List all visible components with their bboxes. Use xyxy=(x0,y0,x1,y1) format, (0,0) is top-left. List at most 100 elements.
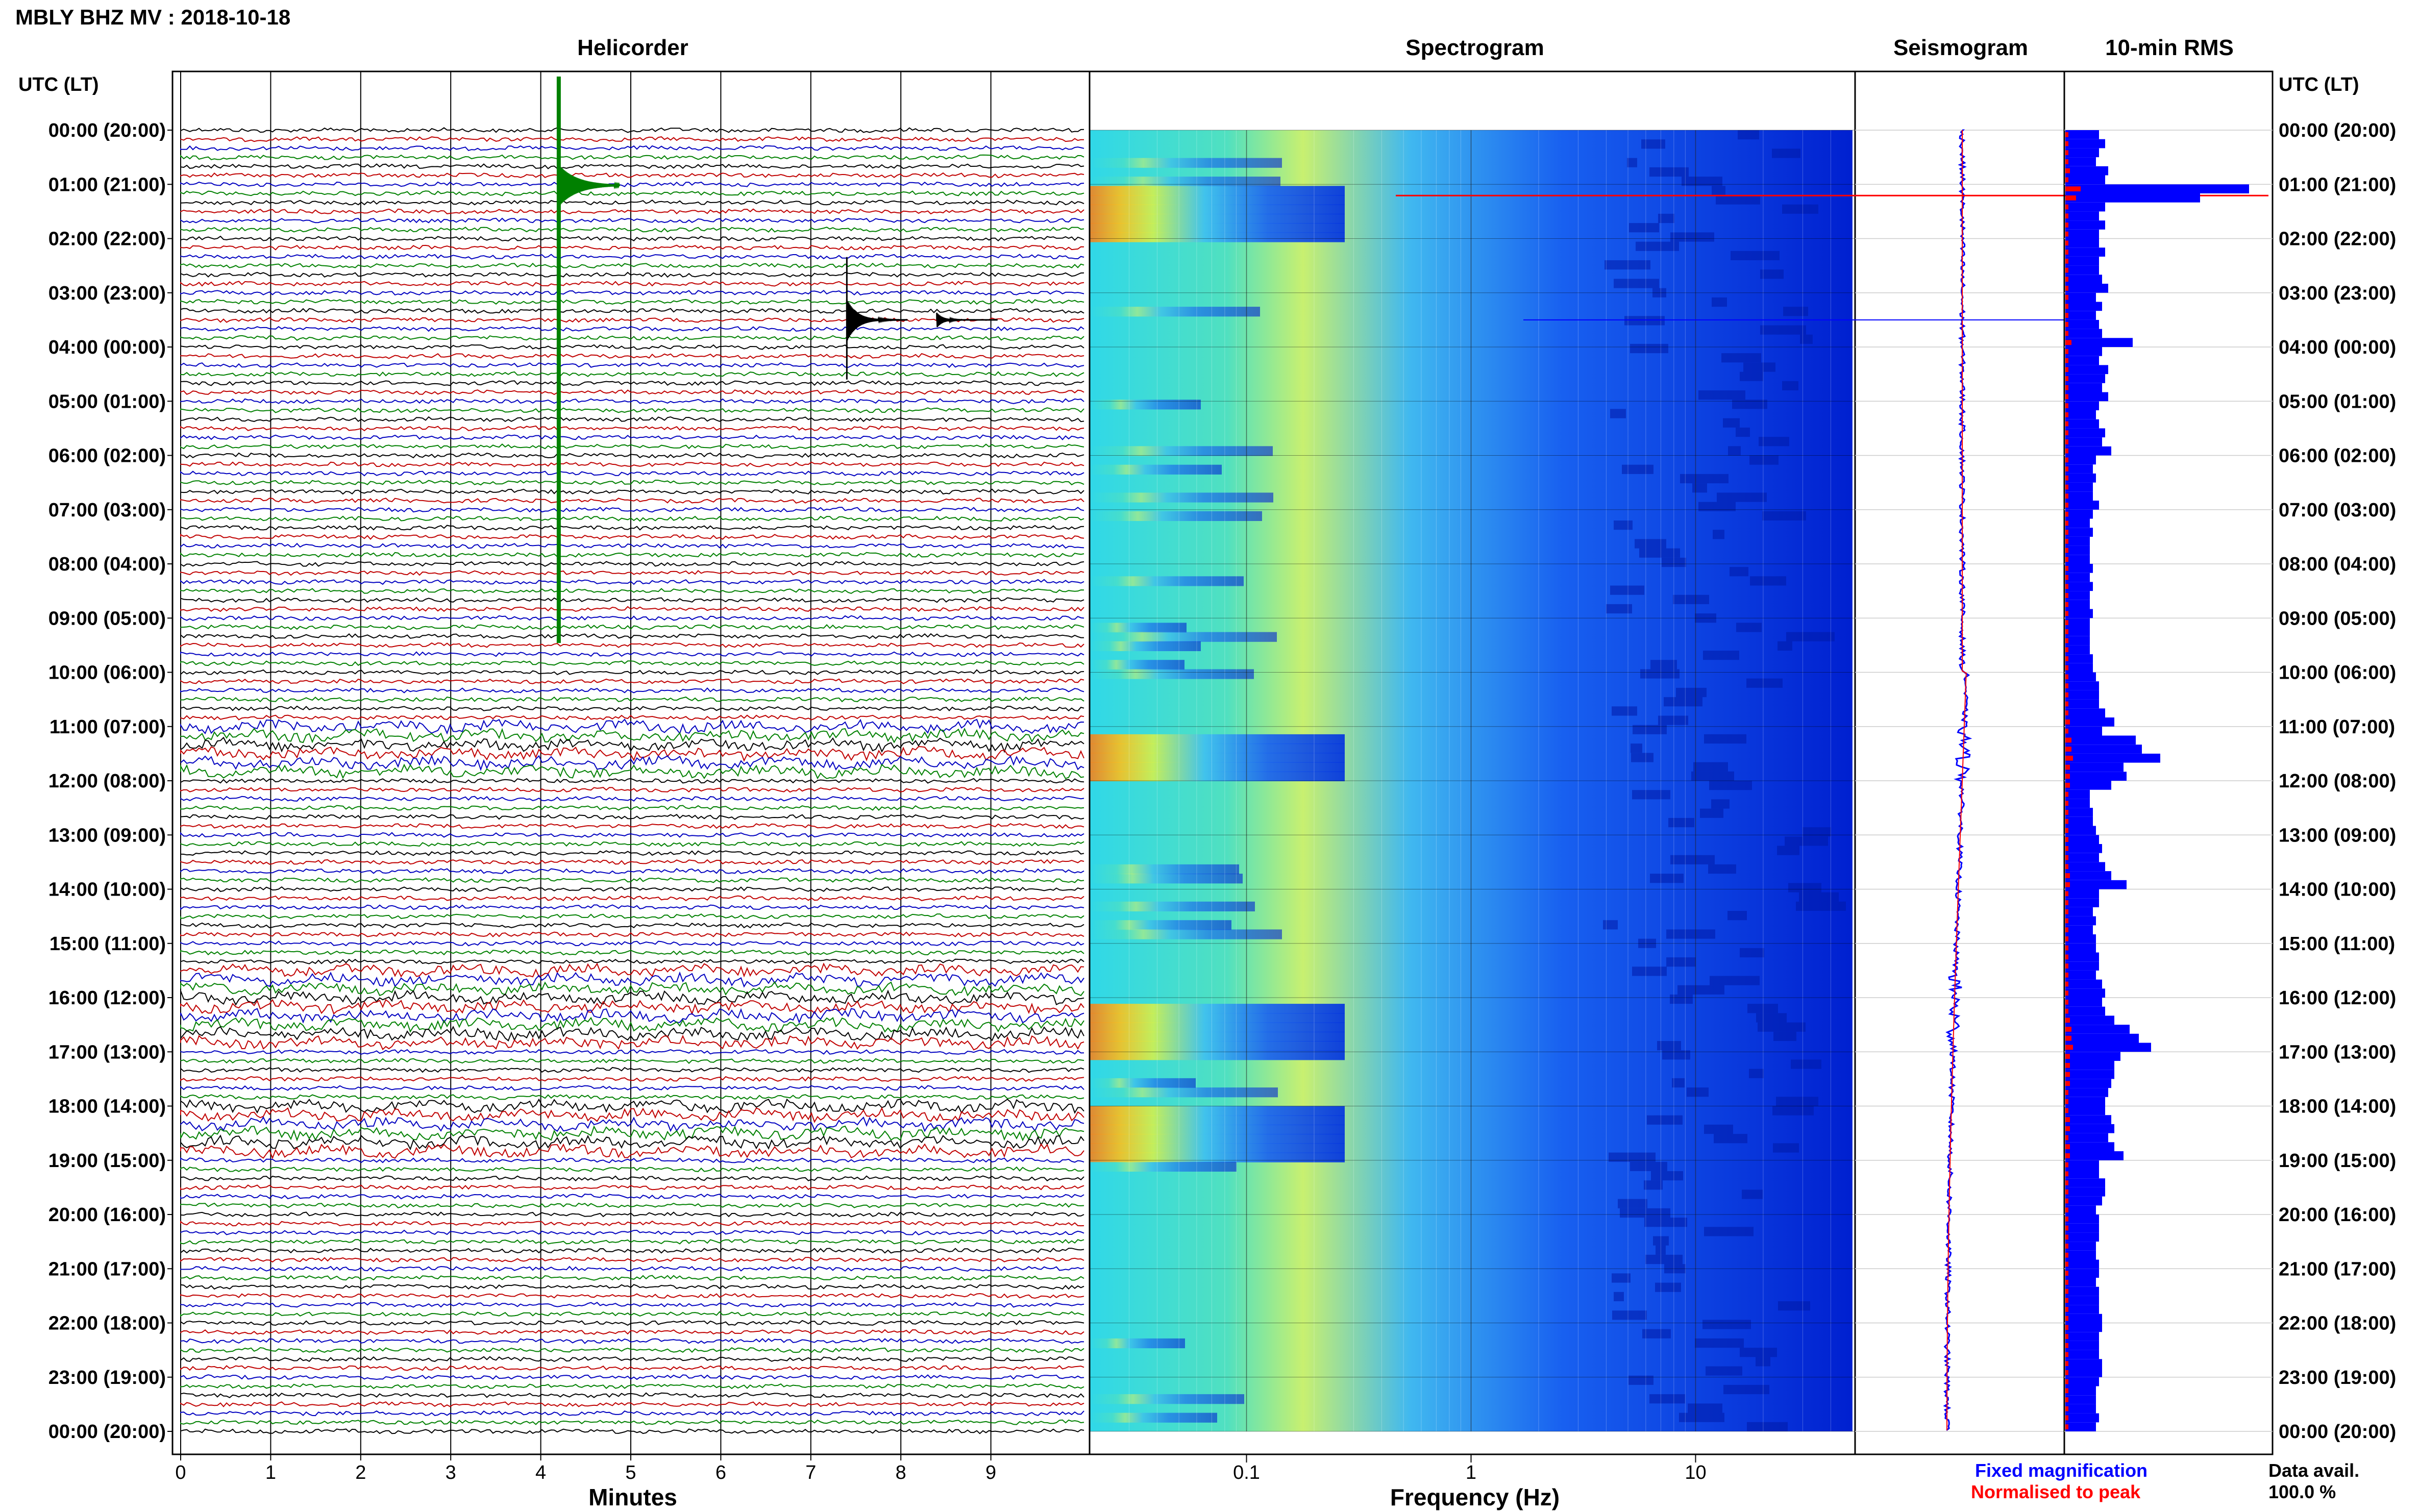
spectrogram-speckle xyxy=(1731,251,1780,260)
time-label-right: 21:00 (17:00) xyxy=(2279,1258,2396,1280)
helicorder-trace xyxy=(180,823,1084,829)
spectrogram-row xyxy=(1090,576,1244,586)
helicorder-trace xyxy=(180,362,1084,368)
rms-bar-fixed xyxy=(2065,645,2090,655)
spectrogram-speckle xyxy=(1777,846,1799,855)
spectrogram-speckle xyxy=(1711,799,1730,809)
spectrogram-speckle xyxy=(1606,604,1632,614)
spectrogram-speckle xyxy=(1670,855,1715,864)
helicorder-trace xyxy=(180,642,1084,648)
helicorder-trace xyxy=(180,832,1084,838)
spectrogram-speckle xyxy=(1738,130,1759,140)
helicorder-trace xyxy=(180,1026,1084,1042)
spectrogram-row xyxy=(1090,223,1345,233)
helicorder-trace xyxy=(180,172,1084,179)
spectrogram-speckle xyxy=(1713,530,1724,539)
rms-bar-normalised xyxy=(2065,466,2068,472)
spectrogram-speckle xyxy=(1791,1059,1821,1069)
time-label-right: 19:00 (15:00) xyxy=(2279,1150,2396,1172)
spectrogram-speckle xyxy=(1668,817,1694,828)
rms-bar-fixed xyxy=(2065,1106,2105,1116)
spectrogram-speckle xyxy=(1650,874,1684,883)
helicorder-trace xyxy=(180,1134,1084,1151)
rms-bar-normalised xyxy=(2065,774,2070,779)
spectrogram-row xyxy=(1090,195,1345,205)
minute-tick-label: 0 xyxy=(175,1462,186,1483)
time-label-left: 17:00 (13:00) xyxy=(48,1042,166,1063)
spectrogram-row xyxy=(1090,511,1262,521)
spectrogram-speckle xyxy=(1742,1189,1763,1199)
spectrogram-row xyxy=(1090,232,1345,242)
minute-tick-label: 6 xyxy=(715,1462,726,1483)
spectrogram-row xyxy=(1090,1412,1217,1423)
rms-bar-normalised xyxy=(2065,294,2068,300)
rms-bar-normalised xyxy=(2065,530,2068,535)
spectrogram-speckle xyxy=(1760,269,1784,279)
rms-bar-normalised xyxy=(2065,331,2068,336)
legend-fixed: Fixed magnification xyxy=(1975,1460,2148,1481)
helicorder-trace xyxy=(180,1175,1084,1182)
rms-bar-normalised xyxy=(2065,186,2081,191)
helicorder-trace xyxy=(180,570,1084,576)
rms-heading: 10-min RMS xyxy=(2105,35,2234,60)
spectrogram-speckle xyxy=(1732,400,1767,409)
spectrogram-speckle xyxy=(1630,343,1668,354)
rms-bar-normalised xyxy=(2065,918,2068,924)
spectrogram-speckle xyxy=(1650,660,1677,670)
rms-bar-normalised xyxy=(2065,177,2068,183)
minute-tick-label: 2 xyxy=(355,1462,366,1483)
helicorder-trace xyxy=(180,1166,1084,1172)
rms-bar-normalised xyxy=(2065,1244,2068,1249)
rms-bar-normalised xyxy=(2065,1198,2068,1204)
rms-bar-fixed xyxy=(2065,961,2099,971)
spectrogram-speckle xyxy=(1759,437,1789,447)
rms-bar-normalised xyxy=(2065,620,2068,625)
helicorder-trace xyxy=(180,335,1084,341)
seismogram-frame xyxy=(1854,70,2065,1455)
rms-bar-normalised xyxy=(2065,1153,2070,1158)
time-label-left: 21:00 (17:00) xyxy=(48,1258,166,1280)
rms-bar-fixed xyxy=(2065,591,2090,600)
spectrogram-speckle xyxy=(1710,976,1760,985)
rms-bar-fixed xyxy=(2065,229,2099,239)
spectrogram-speckle xyxy=(1708,864,1736,874)
rms-bar-fixed xyxy=(2065,1296,2099,1305)
spectrogram-speckle xyxy=(1603,920,1618,930)
rms-bar-fixed xyxy=(2065,1033,2139,1043)
rms-bar-normalised xyxy=(2065,439,2068,444)
spectrogram-speckle xyxy=(1658,213,1674,224)
spectrogram-speckle xyxy=(1631,743,1642,753)
helicorder-trace xyxy=(180,877,1084,883)
spectrogram-speckle xyxy=(1641,139,1665,149)
spectrogram-speckle xyxy=(1778,1301,1810,1311)
spectrogram-speckle xyxy=(1778,641,1792,651)
helicorder-trace xyxy=(180,1116,1084,1132)
rms-bar-fixed xyxy=(2065,464,2093,474)
spectrogram-speckle xyxy=(1736,427,1750,437)
time-axis-label-right: UTC (LT) xyxy=(2279,74,2359,95)
helicorder-trace xyxy=(180,271,1084,278)
rms-bar-fixed xyxy=(2065,618,2090,627)
seismic-event xyxy=(846,299,908,340)
spectrogram-speckle xyxy=(1773,1143,1799,1153)
rms-bar-fixed xyxy=(2065,1061,2114,1070)
rms-bar-fixed xyxy=(2065,555,2090,564)
rms-bar-normalised xyxy=(2065,819,2068,824)
rms-bar-normalised xyxy=(2065,1379,2068,1384)
rms-bar-normalised xyxy=(2065,1406,2068,1411)
spectrogram-speckle xyxy=(1636,241,1679,251)
spectrogram-speckle xyxy=(1698,502,1736,511)
rms-bar-fixed xyxy=(2065,699,2099,709)
spectrogram-speckle xyxy=(1782,381,1798,390)
spectrogram-speckle xyxy=(1758,1022,1806,1032)
helicorder-trace xyxy=(180,805,1084,811)
spectrogram-speckle xyxy=(1639,548,1680,558)
spectrogram-speckle xyxy=(1612,1273,1631,1283)
rms-bar-normalised xyxy=(2065,611,2068,616)
rms-bar-fixed xyxy=(2065,880,2127,889)
rms-bar-normalised xyxy=(2065,159,2068,164)
rms-bar-fixed xyxy=(2065,1115,2111,1124)
helicorder-trace xyxy=(180,434,1084,440)
spectrogram-row xyxy=(1090,177,1280,187)
